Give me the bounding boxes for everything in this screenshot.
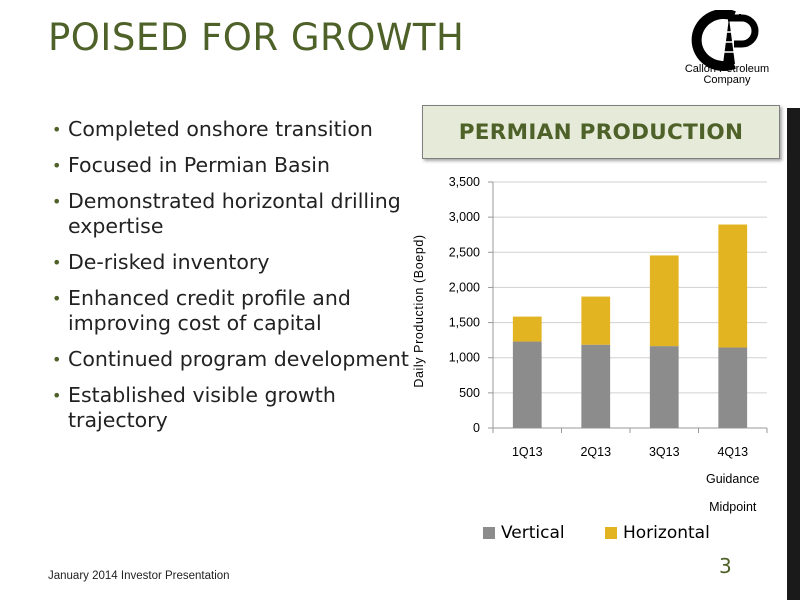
legend-label-vertical: Vertical <box>501 523 565 543</box>
bullet-text: Established visible growth trajectory <box>68 383 336 432</box>
y-tick-label: 0 <box>473 421 480 435</box>
bullet-text: Demonstrated horizontal drilling experti… <box>68 189 401 238</box>
y-tick-label: 3,000 <box>449 210 480 224</box>
permian-production-chart: 0 500 1,000 1,500 2,000 2,500 3,000 3,500 Daily … <box>412 175 768 543</box>
logo-caption: Callon Petroleum Company <box>684 63 770 86</box>
bullet-list: • Completed onshore transition • Focused i… <box>52 117 417 444</box>
bullet-text: Continued program development <box>68 347 409 371</box>
footer-text: January 2014 Investor Presentation <box>48 570 230 582</box>
x-tick-label: 3Q13 <box>649 445 680 459</box>
y-tick-label: 500 <box>459 386 480 400</box>
x-tick-note: Guidance <box>706 472 760 486</box>
bullet-item: • Continued program development <box>52 347 409 371</box>
bullet-item: • De-risked inventory <box>52 250 270 274</box>
y-tick-label: 2,000 <box>449 280 480 294</box>
bar-vertical-3q13 <box>649 346 679 428</box>
x-tick-label: 2Q13 <box>580 445 611 459</box>
x-tick-label: 1Q13 <box>512 445 543 459</box>
page-number: 3 <box>719 554 732 578</box>
bar-horizontal-2q13 <box>581 296 611 345</box>
legend-label-horizontal: Horizontal <box>623 523 710 543</box>
y-tick-label: 3,500 <box>449 175 480 189</box>
callon-logo <box>691 10 759 71</box>
bar-vertical-1q13 <box>512 341 542 428</box>
legend-swatch-vertical <box>483 527 495 539</box>
bullet-text: De-risked inventory <box>68 250 270 274</box>
y-axis-label: Daily Production (Boepd) <box>412 234 426 387</box>
legend-swatch-horizontal <box>605 527 617 539</box>
bar-horizontal-3q13 <box>649 255 679 347</box>
bullet-item: • Completed onshore transition <box>52 117 373 141</box>
bar-horizontal-1q13 <box>512 316 542 342</box>
x-tick-note: Midpoint <box>709 500 757 514</box>
chart-header-box: PERMIAN PRODUCTION <box>422 105 780 159</box>
bullet-item: • Focused in Permian Basin <box>52 153 330 177</box>
bar-vertical-2q13 <box>581 344 611 428</box>
y-tick-label: 1,500 <box>449 316 480 330</box>
y-tick-label: 2,500 <box>449 245 480 259</box>
bullet-item: • Demonstrated horizontal drilling expert… <box>52 189 401 238</box>
chart-header-title: PERMIAN PRODUCTION <box>458 119 744 145</box>
bullet-item: • Enhanced credit profile and improving c… <box>52 286 351 335</box>
bullet-text: Completed onshore transition <box>68 117 373 141</box>
slide-title: POISED FOR GROWTH <box>48 16 465 59</box>
bar-vertical-4q13 <box>718 347 748 428</box>
y-tick-label: 1,000 <box>449 351 480 365</box>
bullet-item: • Established visible growth trajectory <box>52 383 336 432</box>
bar-horizontal-4q13 <box>718 224 748 348</box>
bullet-text: Focused in Permian Basin <box>68 153 330 177</box>
x-tick-label: 4Q13 <box>717 445 748 459</box>
right-accent-bar <box>787 108 800 600</box>
bullet-text: Enhanced credit profile and improving co… <box>68 286 351 335</box>
